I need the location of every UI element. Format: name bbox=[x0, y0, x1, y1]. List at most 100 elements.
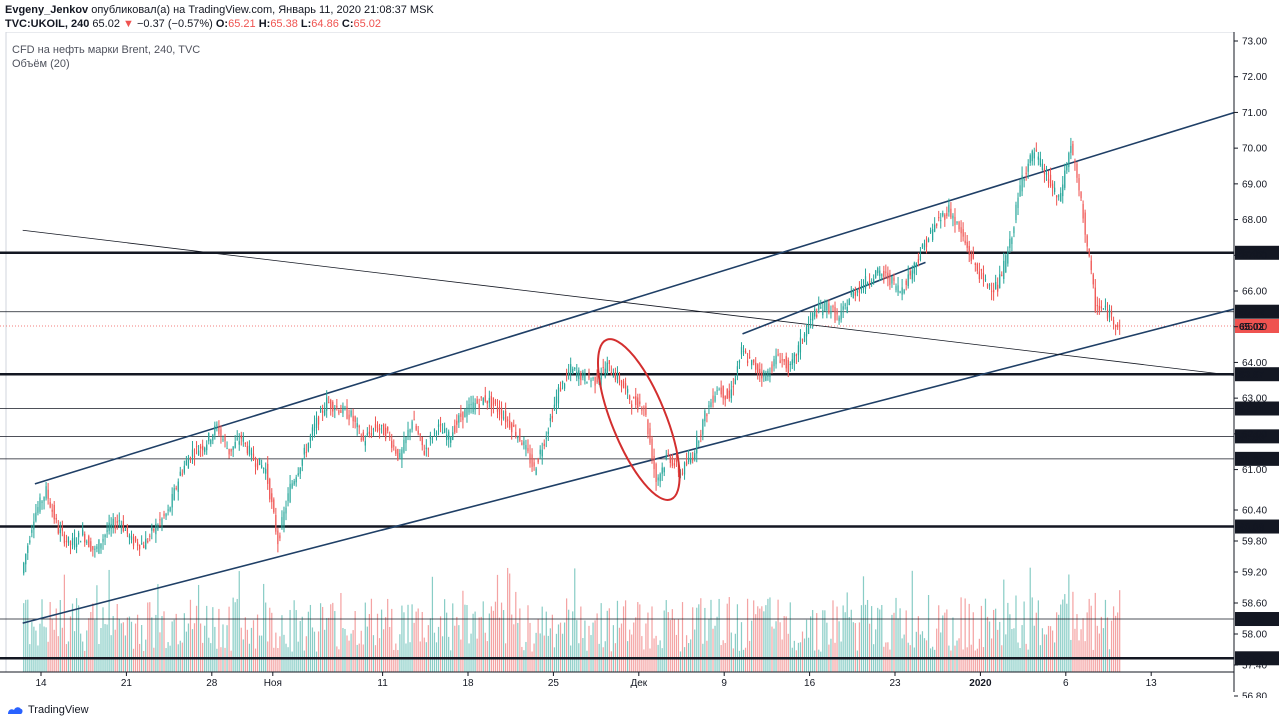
volume-down-bar bbox=[832, 600, 834, 672]
candle-up bbox=[812, 313, 814, 321]
volume-down-bar bbox=[69, 616, 72, 672]
candle-up bbox=[1037, 156, 1039, 160]
candle-down bbox=[972, 252, 974, 259]
volume-up-bar bbox=[155, 614, 157, 672]
level-price-label: 63.67 bbox=[1239, 370, 1264, 381]
volume-up-bar bbox=[450, 650, 452, 672]
candle-up bbox=[258, 457, 261, 465]
candle-down bbox=[395, 449, 397, 454]
y-tick-label: 56.80 bbox=[1242, 692, 1267, 699]
price-chart[interactable]: 67.07 65.42 65.02 63.67 62.71 61.93 61.30 60.08… bbox=[0, 32, 1280, 698]
candle-up bbox=[250, 449, 253, 455]
volume-up-bar bbox=[716, 616, 718, 672]
volume-up-bar bbox=[557, 624, 560, 672]
candle-up bbox=[112, 518, 114, 527]
volume-down-bar bbox=[889, 649, 891, 672]
volume-down-bar bbox=[620, 623, 623, 672]
volume-down-bar bbox=[950, 650, 952, 672]
candle-up bbox=[433, 429, 436, 431]
volume-up-bar bbox=[818, 649, 820, 672]
candle-up bbox=[696, 436, 698, 454]
candle-down bbox=[498, 407, 501, 415]
level-price-tag bbox=[1235, 304, 1279, 319]
volume-down-bar bbox=[712, 628, 714, 672]
volume-down-bar bbox=[917, 616, 919, 672]
volume-up-bar bbox=[204, 625, 206, 672]
volume-up-bar bbox=[1108, 649, 1111, 672]
candle-down bbox=[336, 405, 338, 408]
candle-down bbox=[1084, 212, 1086, 235]
volume-up-bar bbox=[561, 633, 564, 672]
candle-down bbox=[889, 273, 891, 286]
volume-up-bar bbox=[547, 635, 549, 672]
volume-down-bar bbox=[134, 623, 137, 672]
candle-up bbox=[730, 389, 732, 399]
volume-up-bar bbox=[1015, 595, 1017, 672]
candle-down bbox=[480, 396, 482, 398]
volume-down-bar bbox=[633, 622, 635, 672]
candle-down bbox=[143, 545, 145, 549]
candle-down bbox=[47, 489, 49, 499]
candle-down bbox=[269, 478, 271, 500]
candle-up bbox=[450, 437, 452, 443]
volume-down-bar bbox=[1072, 591, 1074, 672]
series-legend[interactable]: CFD на нефть марки Brent, 240, TVC bbox=[12, 44, 201, 56]
volume-up-bar bbox=[694, 629, 696, 672]
candle-up bbox=[407, 429, 409, 437]
volume-down-bar bbox=[378, 638, 381, 672]
volume-up-bar bbox=[197, 584, 200, 672]
level-price-label: 61.30 bbox=[1239, 455, 1264, 466]
volume-legend[interactable]: Объём (20) bbox=[12, 58, 70, 70]
volume-up-bar bbox=[824, 610, 826, 672]
volume-down-bar bbox=[726, 603, 728, 672]
candles bbox=[23, 137, 1121, 576]
volume-down-bar bbox=[370, 598, 373, 672]
author-name[interactable]: Evgeny_Jenkov bbox=[5, 4, 89, 16]
volume-up-bar bbox=[582, 638, 584, 672]
candle-up bbox=[1066, 164, 1068, 171]
volume-down-bar bbox=[51, 619, 53, 672]
candle-up bbox=[793, 353, 795, 363]
y-tick-label: 73.00 bbox=[1242, 37, 1267, 48]
volume-up-bar bbox=[315, 651, 318, 672]
candle-down bbox=[653, 455, 655, 470]
candle-up bbox=[289, 483, 291, 503]
candle-down bbox=[61, 527, 63, 531]
volume-up-bar bbox=[234, 602, 236, 672]
volume-up-bar bbox=[767, 598, 769, 672]
candle-up bbox=[464, 409, 466, 418]
volume-down-bar bbox=[1086, 612, 1088, 672]
candle-down bbox=[346, 406, 348, 419]
candle-down bbox=[132, 536, 135, 546]
candle-down bbox=[421, 436, 423, 446]
candle-up bbox=[183, 465, 185, 473]
volume-up-bar bbox=[128, 616, 131, 672]
volume-up-bar bbox=[807, 637, 810, 672]
volume-up-bar bbox=[679, 651, 682, 672]
y-tick-label: 71.00 bbox=[1242, 108, 1267, 119]
annotations bbox=[597, 338, 681, 501]
volume-down-bar bbox=[484, 632, 486, 672]
volume-up-bar bbox=[934, 649, 936, 672]
y-tick-label: 58.60 bbox=[1242, 599, 1267, 610]
volume-up-bar bbox=[401, 605, 403, 672]
volume-up-bar bbox=[448, 636, 450, 672]
volume-up-bar bbox=[919, 634, 922, 672]
candle-up bbox=[94, 548, 96, 550]
candle-down bbox=[629, 395, 631, 401]
tradingview-footer[interactable]: TradingView bbox=[6, 704, 89, 716]
volume-up-bar bbox=[145, 639, 147, 672]
volume-down-bar bbox=[354, 610, 356, 672]
candle-up bbox=[956, 221, 958, 223]
candle-up bbox=[157, 526, 159, 530]
volume-down-bar bbox=[480, 616, 482, 672]
candle-down bbox=[507, 419, 509, 421]
candle-up bbox=[437, 424, 440, 427]
candle-down bbox=[834, 307, 836, 321]
volume-down-bar bbox=[997, 629, 999, 672]
volume-up-bar bbox=[39, 623, 41, 672]
volume-down-bar bbox=[271, 612, 273, 672]
candle-down bbox=[614, 372, 617, 380]
candle-up bbox=[502, 417, 505, 419]
volume-down-bar bbox=[749, 640, 751, 672]
